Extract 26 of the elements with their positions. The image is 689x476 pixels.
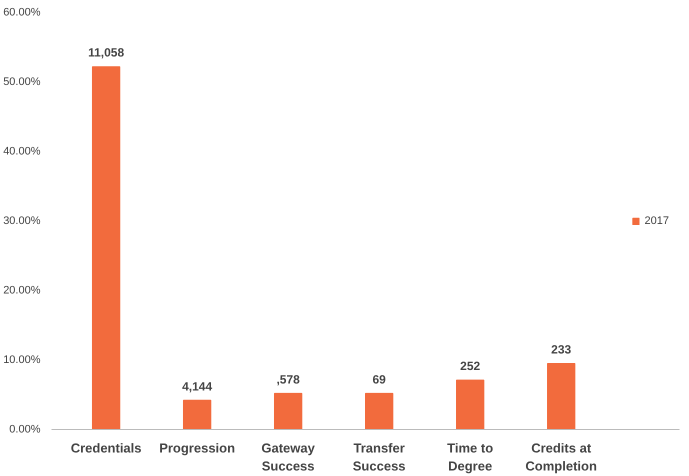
y-tick-label: 30.00% [3, 215, 41, 227]
annotation: 252 [460, 359, 481, 374]
annotation: 233 [551, 342, 572, 356]
bar [92, 66, 120, 430]
y-tick-label: 60.00% [3, 6, 41, 18]
x-tick-label: Credits at Completion [525, 440, 597, 474]
y-tick-label: 50.00% [3, 76, 41, 88]
y-tick-label: 10.00% [3, 354, 41, 366]
bar [365, 392, 394, 430]
annotation: 69 [372, 372, 386, 386]
y-tick-label: 20.00% [3, 284, 41, 296]
x-tick-label: Credentials [70, 440, 142, 456]
x-tick-label: Progression [159, 440, 236, 456]
legend-label: 2017 [644, 214, 669, 226]
annotation: ,578 [276, 372, 300, 386]
x-tick-label: Time to Degree [447, 440, 494, 474]
bar [274, 392, 302, 430]
y-tick-label: 40.00% [3, 146, 41, 158]
x-tick-label: Gateway Success [261, 440, 316, 474]
annotation: 11,058 [88, 46, 124, 60]
bar [547, 362, 576, 430]
bar [456, 380, 484, 430]
annotation: 4,144 [182, 379, 212, 394]
y-tick-label: 0.00% [9, 424, 41, 436]
x-tick-label: Transfer Success [352, 440, 406, 474]
bar [182, 400, 212, 430]
